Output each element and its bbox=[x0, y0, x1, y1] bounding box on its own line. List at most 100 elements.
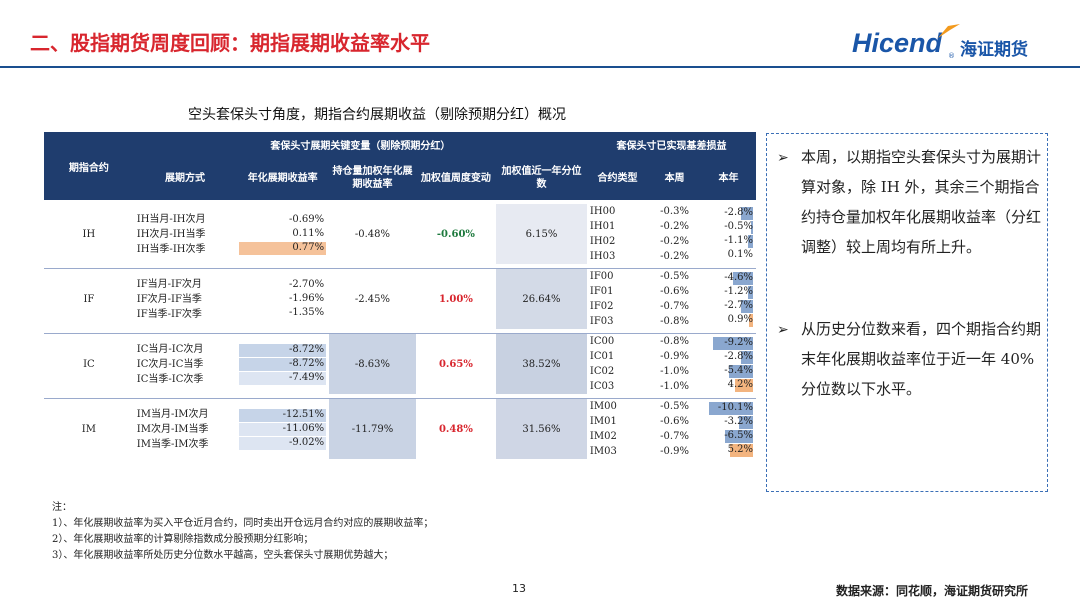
contract-type-cell: IM02 bbox=[589, 431, 617, 442]
week-pnl-cell: -0.2% bbox=[660, 236, 689, 247]
header-contract: 期指合约 bbox=[44, 132, 134, 200]
contract-type-cell: IM03 bbox=[589, 446, 617, 457]
roll-yield-table: 期指合约 套保头寸展期关键变量（剔除预期分红） 套保头寸已实现基差损益 展期方式… bbox=[44, 132, 756, 459]
week-pnl-cell: -0.2% bbox=[660, 251, 689, 262]
year-pnl-cell: -9.2% bbox=[704, 336, 753, 350]
year-pnl-cell: -10.1% bbox=[704, 401, 753, 415]
percentile-cell: 6.15% bbox=[496, 204, 587, 264]
year-pnl-value: -2.7% bbox=[724, 299, 753, 311]
logo-brand-text: Hicend bbox=[852, 28, 943, 58]
week-pnl-cell: -0.2% bbox=[660, 221, 689, 232]
weekly-change-cell: 0.65% bbox=[438, 358, 473, 370]
roll-method-cell: IF当月-IF次月 bbox=[136, 278, 202, 290]
roll-method-cell: IC当月-IC次月 bbox=[136, 343, 204, 355]
year-pnl-cell: -5.4% bbox=[704, 364, 753, 378]
percentile-cell: 26.64% bbox=[496, 268, 587, 329]
year-pnl-value: -1.2% bbox=[724, 285, 753, 297]
header-group-right: 套保头寸已实现基差损益 bbox=[586, 132, 756, 156]
roll-method-cell: IH次月-IH当季 bbox=[136, 228, 206, 240]
week-pnl-cell: -0.6% bbox=[660, 286, 689, 297]
roll-method-cell: IM次月-IM当季 bbox=[136, 423, 209, 435]
roll-method-cell: IC次月-IC当季 bbox=[136, 358, 204, 370]
week-pnl-cell: -0.5% bbox=[660, 401, 689, 412]
year-pnl-value: 4.2% bbox=[727, 378, 753, 390]
contract-type-cell: IH00 bbox=[589, 206, 616, 217]
contract-type-cell: IC03 bbox=[589, 381, 615, 392]
header-weekly-change: 加权值周度变动 bbox=[415, 156, 497, 200]
week-pnl-cell: -1.0% bbox=[660, 366, 689, 377]
contract-type-cell: IH02 bbox=[589, 236, 616, 247]
annual-yield-cell: -0.69% bbox=[289, 213, 325, 225]
logo-swoosh-icon bbox=[938, 24, 960, 38]
year-pnl-value: -3.2% bbox=[724, 415, 753, 427]
year-pnl-cell: -2.7% bbox=[704, 299, 753, 313]
week-pnl-cell: -0.9% bbox=[660, 446, 689, 457]
year-pnl-value: 0.1% bbox=[727, 248, 753, 260]
table-row: IC IC当月-IC次月 IC次月-IC当季 IC当季-IC次季 -8.72% -8.72… bbox=[44, 333, 756, 394]
note-3: 3）、年化展期收益率所处历史分位数水平越高，空头套保头寸展期优势越大； bbox=[52, 550, 394, 561]
bullet-arrow-icon: ➢ bbox=[777, 150, 789, 166]
annual-yield-cell: -11.06% bbox=[239, 422, 327, 436]
table-row: IF IF当月-IF次月 IF次月-IF当季 IF当季-IF次季 -2.70% -1.96… bbox=[44, 268, 756, 329]
roll-method-cell: IM当季-IM次季 bbox=[136, 438, 209, 450]
weekly-change-cell: 1.00% bbox=[438, 293, 473, 305]
contract-type-cell: IM01 bbox=[589, 416, 617, 427]
contract-name-cell: IH bbox=[82, 228, 96, 240]
annual-yield-cell: -2.70% bbox=[289, 278, 325, 290]
header-percentile: 加权值近一年分位数 bbox=[496, 156, 587, 200]
commentary-paragraph-2: 从历史分位数来看，四个期指合约期末年化展期收益率位于近一年 40%分位数以下水平… bbox=[801, 320, 1042, 398]
annual-yield-cell: -12.51% bbox=[239, 408, 327, 422]
year-pnl-cell: -1.2% bbox=[704, 285, 753, 299]
year-pnl-value: -6.5% bbox=[724, 429, 753, 441]
year-pnl-cell: 0.9% bbox=[704, 313, 753, 327]
percentile-cell: 38.52% bbox=[496, 333, 587, 394]
contract-type-cell: IF02 bbox=[589, 301, 614, 312]
year-pnl-value: 5.2% bbox=[727, 443, 753, 455]
contract-name-cell: IC bbox=[83, 358, 95, 370]
header-type: 合约类型 bbox=[586, 156, 649, 200]
logo-chinese-text: 海证期货 bbox=[960, 40, 1028, 60]
roll-method-cell: IF次月-IF当季 bbox=[136, 293, 202, 305]
annual-yield-cell: 0.11% bbox=[292, 227, 325, 239]
bullet-arrow-icon: ➢ bbox=[777, 322, 789, 338]
contract-name-cell: IF bbox=[83, 293, 95, 305]
commentary-box: ➢ 本周，以期指空头套保头寸为展期计算对象，除 IH 外，其余三个期指合约持仓量… bbox=[766, 133, 1048, 492]
weighted-yield-cell: -11.79% bbox=[329, 398, 416, 459]
notes: 注： 1）、年化展期收益率为买入平仓近月合约，同时卖出开仓远月合约对应的展期收益… bbox=[52, 500, 433, 564]
data-source: 数据来源：同花顺，海证期货研究所 bbox=[836, 584, 1029, 598]
percentile-cell: 31.56% bbox=[496, 398, 587, 459]
annual-yield-cell: -1.35% bbox=[289, 306, 325, 318]
week-pnl-cell: -0.3% bbox=[660, 206, 689, 217]
note-2: 2）、年化展期收益率的计算剔除指数成分股预期分红影响； bbox=[52, 534, 314, 545]
weighted-yield-cell: -0.48% bbox=[354, 228, 391, 240]
commentary-paragraph-1: 本周，以期指空头套保头寸为展期计算对象，除 IH 外，其余三个期指合约持仓量加权… bbox=[801, 148, 1042, 256]
header-group-left: 套保头寸展期关键变量（剔除预期分红） bbox=[133, 132, 587, 156]
year-pnl-value: -5.4% bbox=[724, 364, 753, 376]
table-row: IM IM当月-IM次月 IM次月-IM当季 IM当季-IM次季 -12.51% -11.… bbox=[44, 398, 756, 459]
header-year: 本年 bbox=[700, 156, 756, 200]
contract-type-cell: IC01 bbox=[589, 351, 615, 362]
year-pnl-value: -9.2% bbox=[724, 336, 753, 348]
logo-registered-mark: ® bbox=[948, 52, 955, 60]
year-pnl-cell: -0.5% bbox=[704, 220, 753, 234]
company-logo: Hicend ® 海证期货 bbox=[852, 22, 1052, 64]
weekly-change-cell: -0.60% bbox=[436, 228, 475, 240]
contract-type-cell: IF01 bbox=[589, 286, 614, 297]
year-pnl-value: -4.6% bbox=[724, 271, 753, 283]
year-pnl-cell: 5.2% bbox=[704, 443, 753, 457]
table-row: IH IH当月-IH次月 IH次月-IH当季 IH当季-IH次季 -0.69% 0.11%… bbox=[44, 204, 756, 264]
week-pnl-cell: -0.8% bbox=[660, 316, 689, 327]
year-pnl-cell: 4.2% bbox=[704, 378, 753, 392]
roll-method-cell: IC当季-IC次季 bbox=[136, 373, 204, 385]
header-divider bbox=[0, 66, 1080, 68]
week-pnl-cell: -0.6% bbox=[660, 416, 689, 427]
annual-yield-cell: -9.02% bbox=[239, 436, 327, 450]
page-number: 13 bbox=[512, 582, 526, 595]
roll-method-cell: IH当月-IH次月 bbox=[136, 213, 206, 225]
contract-type-cell: IM00 bbox=[589, 401, 617, 412]
week-pnl-cell: -0.7% bbox=[660, 301, 689, 312]
contract-type-cell: IH01 bbox=[589, 221, 616, 232]
header-week: 本周 bbox=[648, 156, 701, 200]
annual-yield-cell: -7.49% bbox=[239, 371, 327, 385]
year-pnl-value: -0.5% bbox=[724, 220, 753, 232]
